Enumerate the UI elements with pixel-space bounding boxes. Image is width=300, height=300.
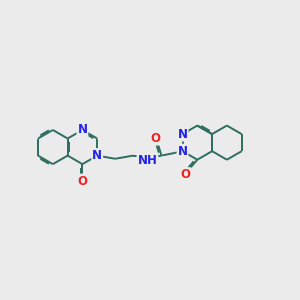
Text: N: N: [178, 145, 188, 158]
Text: NH: NH: [137, 154, 157, 166]
Text: N: N: [77, 124, 87, 136]
Text: O: O: [77, 175, 87, 188]
Text: O: O: [181, 168, 190, 181]
Text: N: N: [92, 149, 102, 162]
Text: N: N: [178, 128, 188, 141]
Text: O: O: [151, 132, 160, 145]
